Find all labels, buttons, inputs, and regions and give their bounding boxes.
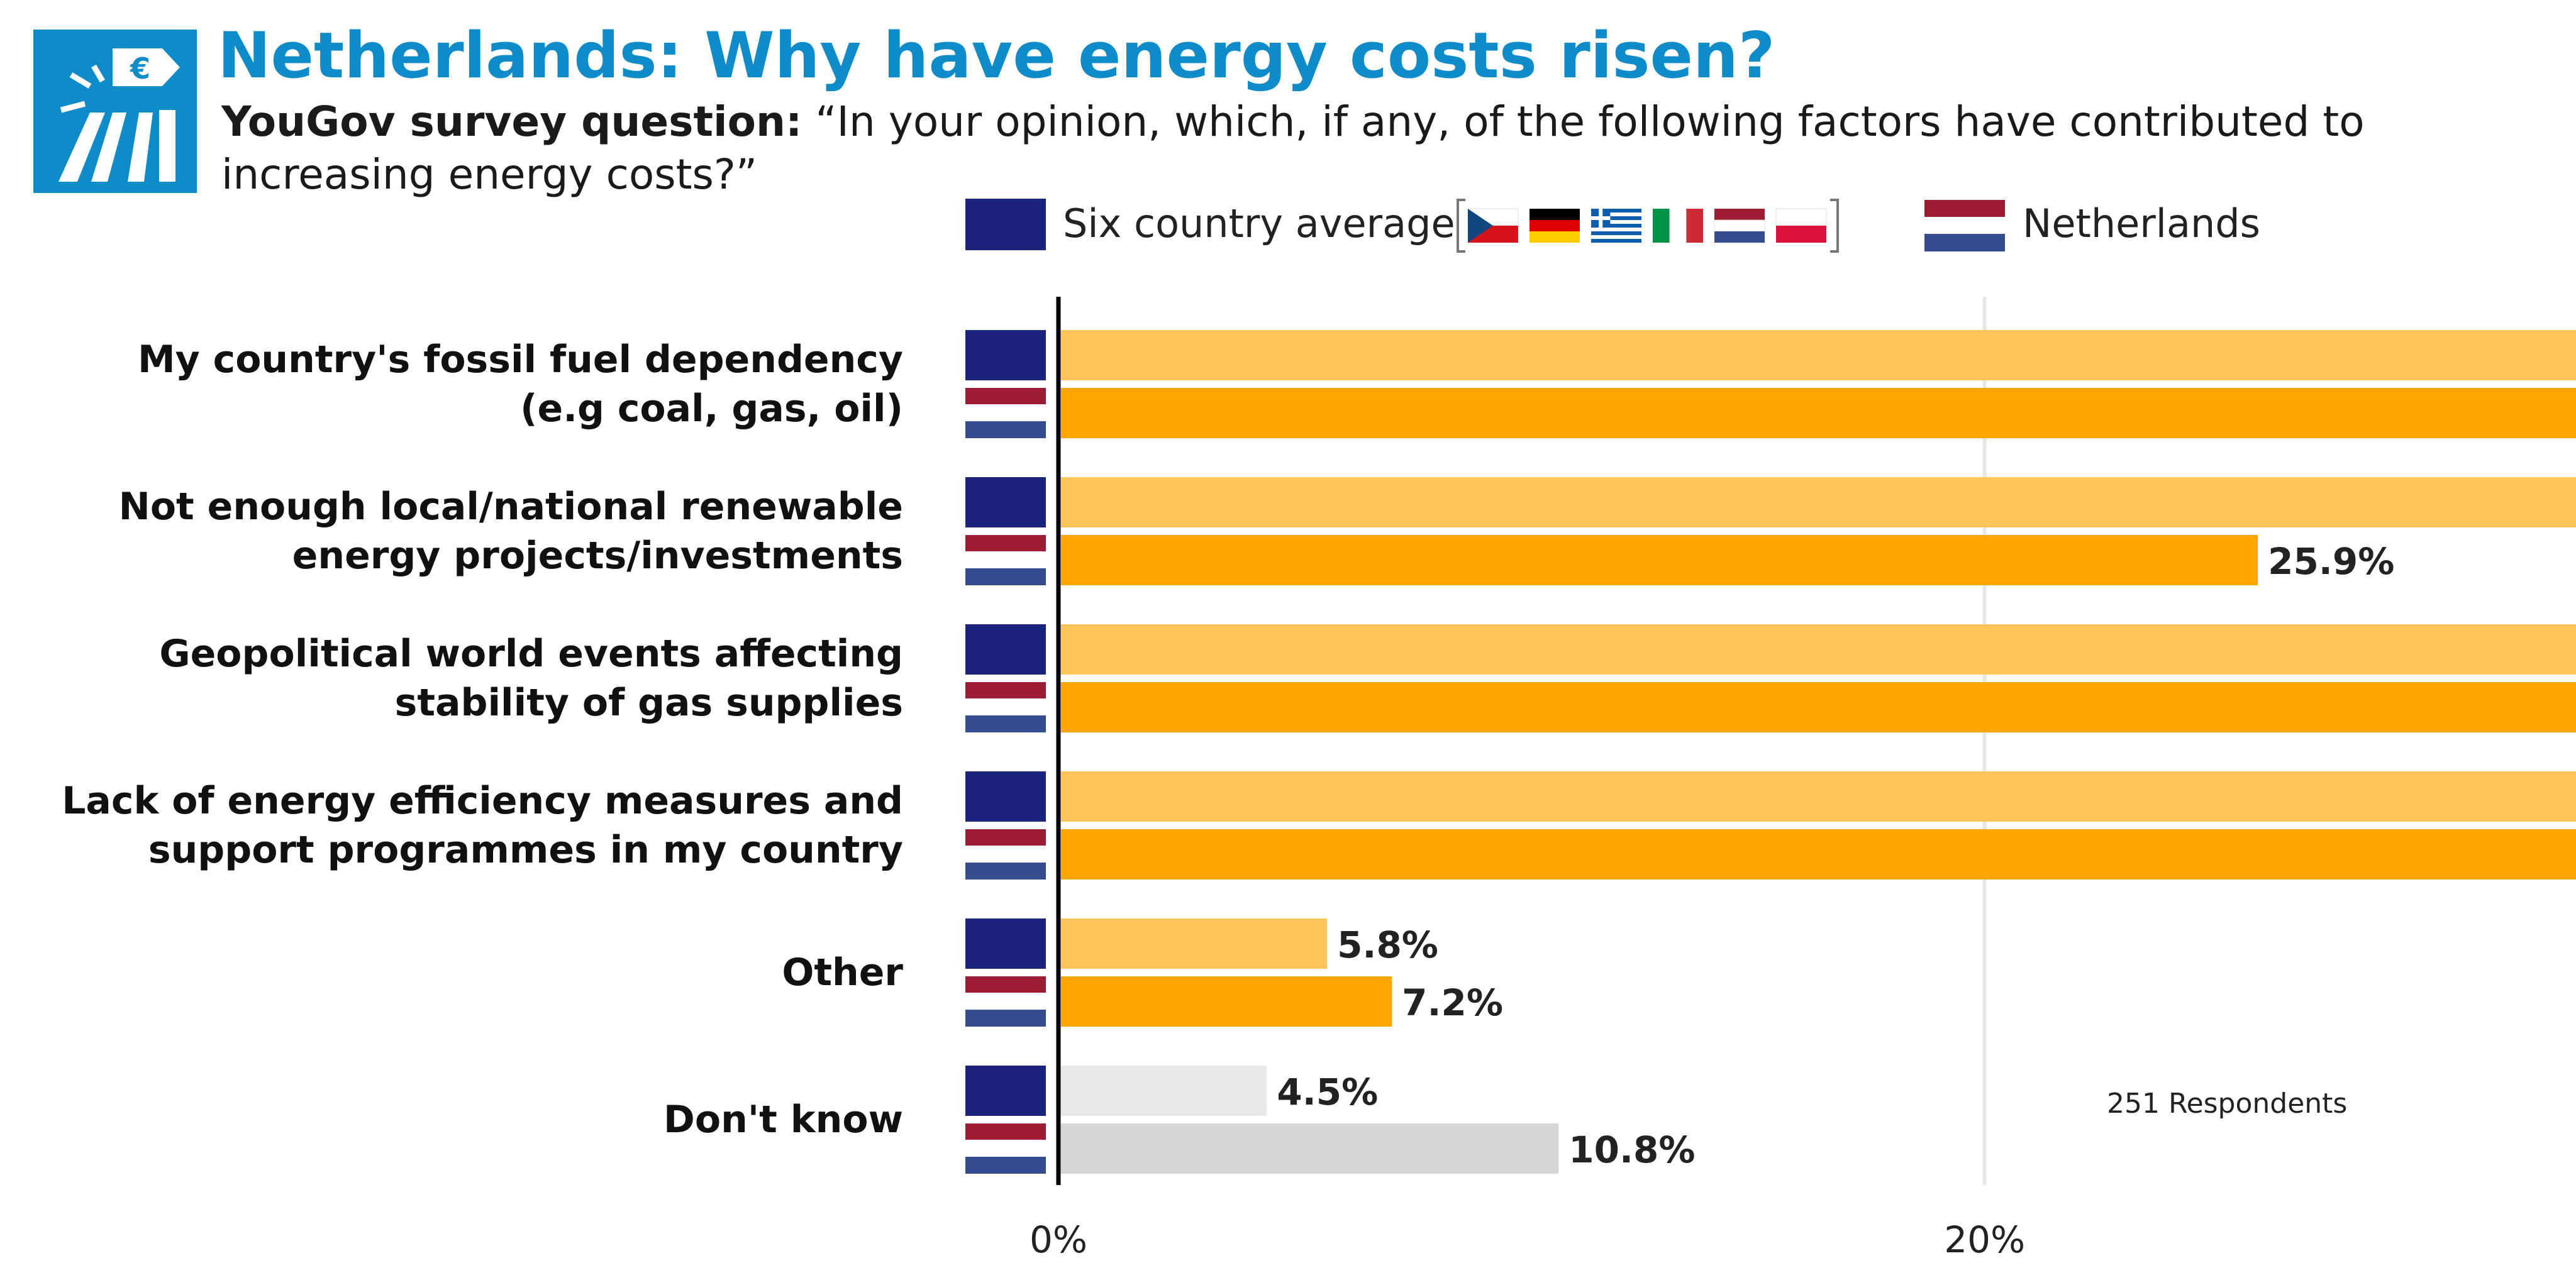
value-label: 7.2% [1402, 981, 1503, 1024]
legend-bracket-left [1457, 199, 1465, 253]
row-average-swatch [965, 918, 1046, 969]
svg-text:€: € [130, 52, 150, 85]
value-labels: 51.9%53.0%39.1%25.9%55.9%59.0%40.5%33.9%… [1277, 540, 2394, 1171]
row-nl-flag-blue [965, 863, 1046, 880]
row-nl-flag-blue [965, 715, 1046, 732]
category-label-line: Other [782, 951, 903, 995]
chart-subtitle: YouGov survey question: “In your opinion… [221, 96, 2372, 201]
legend-country-flags [1467, 208, 1827, 243]
row-nl-flag-red [965, 1123, 1046, 1140]
average-bar [1061, 624, 2576, 675]
legend-netherlands-flag-red [1924, 200, 2005, 217]
average-bar [1061, 1066, 1267, 1116]
category-label-line: support programmes in my country [148, 828, 903, 872]
legend-average-label: Six country average [1063, 201, 1455, 246]
value-label: 25.9% [2268, 540, 2394, 583]
category-label: My country's fossil fuel dependency (e.g … [23, 335, 903, 433]
value-label: 5.8% [1337, 924, 1438, 966]
netherlands-bar [1061, 1123, 1559, 1174]
category-label: Don't know [23, 1095, 903, 1144]
row-nl-flag-blue [965, 421, 1046, 438]
chart-title: Netherlands: Why have energy costs risen… [218, 18, 1775, 92]
average-bar [1061, 918, 1328, 969]
x-tick-label: 0% [1030, 1218, 1087, 1261]
respondents-note: 251 Respondents [2107, 1088, 2348, 1120]
category-label-line: Geopolitical world events affecting [159, 632, 903, 676]
legend-average-swatch [965, 199, 1046, 250]
row-nl-flag-red [965, 388, 1046, 404]
row-average-swatch [965, 330, 1046, 380]
legend-netherlands-label: Netherlands [2023, 201, 2260, 246]
polish-flag-icon [1775, 208, 1827, 243]
row-nl-flag-blue [965, 568, 1046, 585]
energy-costs-logo: € [33, 30, 197, 193]
row-nl-flag-red [965, 829, 1046, 846]
x-tick-label: 20% [1944, 1218, 2025, 1261]
czech-flag-icon [1467, 208, 1519, 243]
subtitle-lead: YouGov survey question: [221, 97, 802, 146]
category-label-line: (e.g coal, gas, oil) [520, 387, 903, 431]
row-nl-flag-red [965, 976, 1046, 993]
average-bar [1061, 771, 2576, 822]
netherlands-bar [1061, 535, 2258, 585]
value-label: 4.5% [1277, 1071, 1378, 1113]
row-average-swatch [965, 624, 1046, 675]
legend-marks [965, 199, 2005, 253]
row-average-swatch [965, 477, 1046, 527]
legend-bracket-right [1830, 199, 1839, 253]
category-label: Other [23, 948, 903, 997]
survey-question: “In your opinion, which, if any, of the … [221, 97, 2365, 199]
category-label-line: Don't know [663, 1098, 903, 1142]
legend-netherlands-flag-blue [1924, 234, 2005, 251]
average-bar [1061, 477, 2576, 527]
category-label: Geopolitical world events affecting stabi… [23, 629, 903, 727]
netherlands-bar [1061, 976, 1392, 1027]
category-label-line: Not enough local/national renewable [118, 485, 903, 529]
category-label: Lack of energy efficiency measures and su… [23, 776, 903, 874]
greek-flag-icon [1591, 209, 1641, 243]
category-label-line: stability of gas supplies [394, 681, 903, 725]
value-label: 10.8% [1568, 1128, 1695, 1171]
row-average-swatch [965, 1066, 1046, 1116]
row-average-swatch [965, 771, 1046, 822]
netherlands-bar [1061, 829, 2576, 880]
german-flag-icon [1530, 209, 1580, 243]
bars [1061, 330, 2576, 1174]
row-nl-flag-red [965, 682, 1046, 698]
dutch-flag-icon [1714, 209, 1765, 243]
category-label-line: energy projects/investments [292, 534, 903, 578]
netherlands-bar [1061, 682, 2576, 732]
legend-netherlands-flag-white [1924, 217, 2005, 234]
row-nl-flag-red [965, 535, 1046, 551]
average-bar [1061, 330, 2576, 380]
grid [1982, 297, 1987, 1185]
category-label-line: My country's fossil fuel dependency [137, 338, 903, 382]
row-swatches [965, 330, 1046, 1174]
netherlands-bar [1061, 388, 2576, 438]
category-label: Not enough local/national renewable energ… [23, 482, 903, 580]
category-label-line: Lack of energy efficiency measures and [62, 779, 903, 823]
italian-flag-icon [1653, 209, 1703, 243]
x-axis-ticks: 0%20%40%60% [1030, 1218, 2025, 1261]
row-nl-flag-blue [965, 1010, 1046, 1027]
row-nl-flag-blue [965, 1157, 1046, 1174]
